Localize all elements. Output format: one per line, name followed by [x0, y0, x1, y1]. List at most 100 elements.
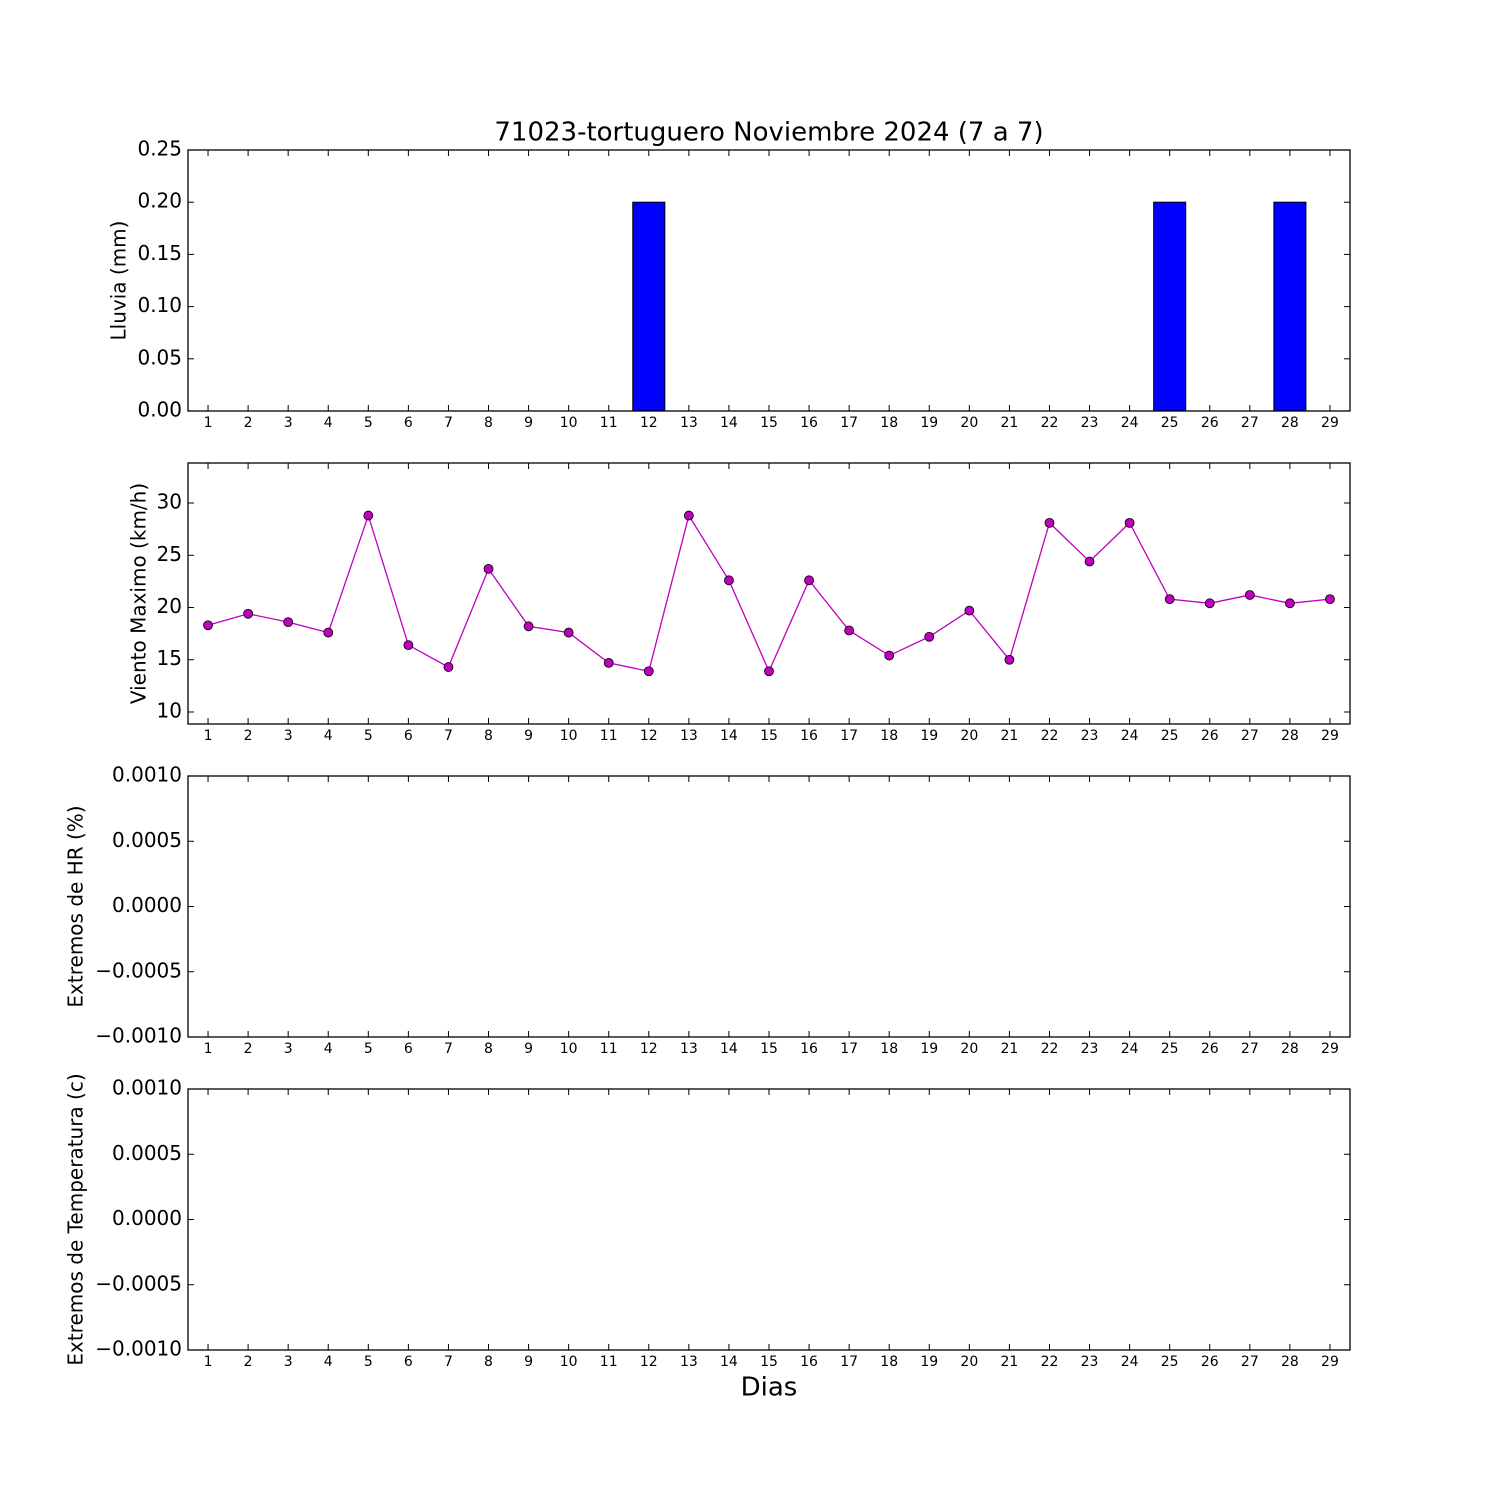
- x-tick-label: 28: [1281, 1354, 1299, 1370]
- bar: [632, 201, 666, 412]
- x-tick-label: 17: [840, 415, 858, 431]
- marker: [603, 657, 614, 668]
- x-tick-label: 6: [404, 728, 413, 744]
- marker: [523, 621, 534, 632]
- x-tick-label: 8: [484, 415, 493, 431]
- marker: [1004, 654, 1015, 665]
- x-tick-label: 20: [960, 1041, 978, 1057]
- y-tick-label: −0.0010: [95, 1337, 182, 1361]
- x-tick-label: 12: [640, 415, 658, 431]
- x-tick-label: 20: [960, 1354, 978, 1370]
- x-tick-label: 5: [364, 728, 373, 744]
- x-tick-label: 23: [1081, 415, 1099, 431]
- x-tick-label: 9: [524, 1354, 533, 1370]
- x-tick-label: 23: [1081, 1041, 1099, 1057]
- x-tick-label: 26: [1201, 1041, 1219, 1057]
- x-tick-label: 6: [404, 1354, 413, 1370]
- x-tick-label: 1: [204, 415, 213, 431]
- x-tick-label: 18: [880, 415, 898, 431]
- x-tick-label: 22: [1041, 415, 1059, 431]
- x-tick-label: 19: [920, 1041, 938, 1057]
- x-tick-label: 13: [680, 1041, 698, 1057]
- y-tick-label: 10: [157, 698, 182, 722]
- x-tick-label: 18: [880, 1354, 898, 1370]
- x-tick-label: 22: [1041, 1354, 1059, 1370]
- x-tick-label: 16: [800, 1041, 818, 1057]
- x-tick-label: 27: [1241, 415, 1259, 431]
- marker: [844, 625, 855, 636]
- marker: [724, 575, 734, 586]
- x-tick-label: 10: [560, 415, 578, 431]
- y-tick-label: 0.20: [137, 189, 182, 213]
- x-tick-label: 9: [524, 728, 533, 744]
- marker: [924, 631, 935, 642]
- x-tick-label: 27: [1241, 728, 1259, 744]
- marker: [483, 563, 494, 574]
- x-tick-label: 7: [444, 728, 453, 744]
- x-tick-label: 28: [1281, 415, 1299, 431]
- marker: [804, 575, 814, 586]
- x-tick-label: 27: [1241, 1041, 1259, 1057]
- x-tick-label: 17: [840, 728, 858, 744]
- x-tick-label: 22: [1041, 728, 1059, 744]
- marker: [203, 620, 213, 631]
- x-tick-label: 2: [244, 728, 253, 744]
- x-tick-label: 27: [1241, 1354, 1259, 1370]
- x-tick-label: 15: [760, 1354, 778, 1370]
- axes-frame: [187, 149, 1351, 412]
- marker: [1164, 594, 1175, 605]
- x-tick-label: 19: [920, 728, 938, 744]
- marker: [1124, 517, 1135, 528]
- x-tick-label: 4: [324, 728, 333, 744]
- x-tick-label: 6: [404, 415, 413, 431]
- x-tick-label: 3: [284, 415, 293, 431]
- y-tick-label: 30: [157, 490, 182, 514]
- marker: [403, 640, 414, 651]
- x-tick-label: 14: [720, 1041, 738, 1057]
- y-tick-label: 0.25: [137, 137, 182, 161]
- x-tick-label: 20: [960, 415, 978, 431]
- x-tick-label: 11: [600, 1354, 618, 1370]
- x-tick-label: 25: [1161, 728, 1179, 744]
- x-tick-label: 26: [1201, 1354, 1219, 1370]
- x-tick-label: 26: [1201, 728, 1219, 744]
- x-tick-label: 5: [364, 1041, 373, 1057]
- marker: [1325, 594, 1335, 605]
- axes-frame: [187, 462, 1351, 725]
- x-tick-label: 29: [1321, 1041, 1339, 1057]
- x-tick-label: 29: [1321, 728, 1339, 744]
- x-tick-label: 17: [840, 1354, 858, 1370]
- x-tick-label: 6: [404, 1041, 413, 1057]
- x-tick-label: 11: [600, 728, 618, 744]
- x-tick-label: 18: [880, 728, 898, 744]
- x-tick-label: 23: [1081, 1354, 1099, 1370]
- y-tick-label: 0.0010: [112, 763, 182, 787]
- x-tick-label: 1: [204, 728, 213, 744]
- bar: [1273, 201, 1307, 412]
- x-tick-label: 21: [1000, 1041, 1018, 1057]
- marker: [764, 666, 774, 677]
- x-tick-label: 22: [1041, 1041, 1059, 1057]
- y-tick-label: 20: [157, 594, 182, 618]
- marker: [1204, 598, 1215, 609]
- marker: [283, 617, 294, 628]
- x-tick-label: 14: [720, 728, 738, 744]
- x-tick-label: 18: [880, 1041, 898, 1057]
- x-tick-label: 3: [284, 728, 293, 744]
- marker: [363, 510, 374, 521]
- x-tick-label: 9: [524, 1041, 533, 1057]
- x-tick-label: 2: [244, 1041, 253, 1057]
- x-tick-label: 24: [1121, 1041, 1139, 1057]
- bar: [1153, 201, 1187, 412]
- x-tick-label: 10: [560, 1354, 578, 1370]
- marker: [1084, 556, 1095, 567]
- x-tick-label: 28: [1281, 1041, 1299, 1057]
- x-tick-label: 17: [840, 1041, 858, 1057]
- x-tick-label: 23: [1081, 728, 1099, 744]
- marker: [1244, 590, 1255, 600]
- x-tick-label: 21: [1000, 728, 1018, 744]
- x-tick-label: 26: [1201, 415, 1219, 431]
- x-tick-label: 20: [960, 728, 978, 744]
- x-tick-label: 14: [720, 1354, 738, 1370]
- x-tick-label: 25: [1161, 415, 1179, 431]
